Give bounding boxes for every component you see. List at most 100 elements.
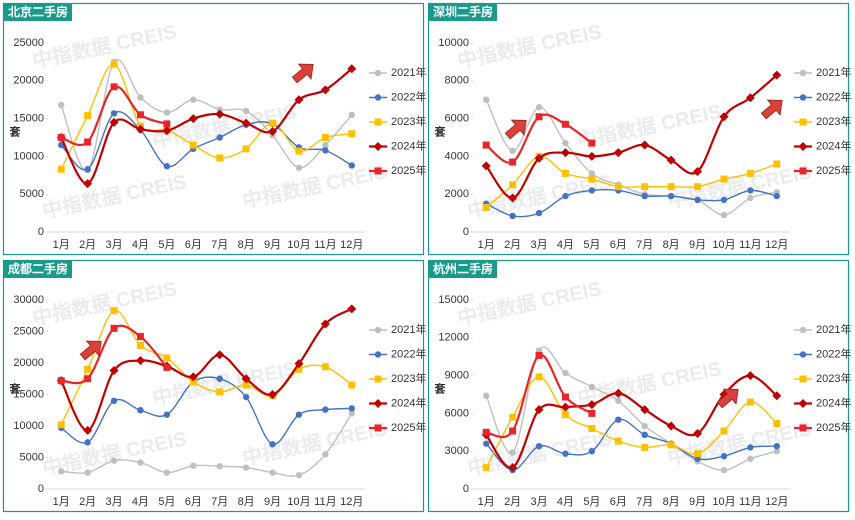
- point: [482, 203, 490, 211]
- point: [588, 139, 596, 147]
- y-axis-label: 套: [435, 381, 447, 395]
- point: [216, 375, 223, 382]
- x-tick-label: 5月: [583, 496, 600, 508]
- point: [482, 428, 490, 436]
- x-tick-label: 2月: [504, 239, 521, 251]
- point: [667, 192, 675, 200]
- point: [694, 450, 702, 458]
- point: [641, 431, 648, 439]
- point: [720, 453, 728, 460]
- point: [137, 459, 144, 466]
- x-tick-label: 9月: [689, 239, 706, 251]
- y-tick-label: 5000: [20, 188, 44, 200]
- point: [667, 441, 675, 449]
- point: [216, 463, 223, 470]
- point: [560, 402, 570, 412]
- point: [745, 93, 755, 103]
- title-box: [429, 261, 497, 278]
- legend-label: 2021年: [816, 65, 851, 79]
- point: [188, 114, 198, 124]
- y-tick-label: 0: [463, 226, 469, 238]
- point: [348, 130, 356, 138]
- point: [640, 140, 650, 150]
- point: [162, 126, 172, 136]
- point: [693, 429, 703, 439]
- panel-border: [2, 2, 425, 256]
- point: [110, 60, 118, 68]
- legend-label: 2024年: [816, 395, 851, 409]
- point: [295, 365, 303, 373]
- y-tick-label: 6000: [445, 113, 469, 125]
- point: [535, 373, 543, 381]
- arrow-icon: [79, 340, 102, 361]
- point: [719, 390, 729, 399]
- point: [215, 109, 225, 119]
- point: [483, 440, 490, 447]
- y-tick-label: 0: [38, 483, 44, 495]
- legend-marker: [374, 424, 382, 432]
- legend-label: 2022年: [391, 89, 426, 103]
- legend-marker: [799, 118, 807, 126]
- legend-marker: [799, 351, 807, 358]
- x-tick-label: 2月: [79, 496, 96, 508]
- legend-label: 2023年: [816, 371, 851, 385]
- legend-label: 2023年: [391, 114, 426, 128]
- y-tick-label: 10000: [13, 150, 44, 162]
- chart-title: 杭州二手房: [433, 261, 493, 276]
- point: [136, 341, 144, 349]
- point: [216, 388, 224, 396]
- point: [110, 307, 118, 315]
- legend-marker: [799, 94, 807, 101]
- point: [747, 455, 754, 462]
- point: [482, 464, 490, 472]
- point: [347, 64, 357, 74]
- chart-title: 成都二手房: [8, 261, 68, 276]
- point: [348, 410, 355, 417]
- point: [136, 333, 144, 341]
- point: [613, 148, 623, 158]
- point: [535, 351, 543, 359]
- point: [84, 365, 92, 373]
- y-tick-label: 25000: [13, 37, 44, 49]
- point: [747, 444, 754, 451]
- title-box: [429, 4, 497, 21]
- y-tick-label: 3000: [445, 445, 469, 457]
- y-tick-label: 9000: [445, 370, 469, 382]
- point: [348, 162, 355, 169]
- point: [720, 211, 728, 219]
- title-box: [4, 261, 72, 278]
- y-tick-label: 6000: [445, 407, 469, 419]
- x-tick-label: 5月: [158, 239, 175, 251]
- point: [561, 411, 569, 419]
- point: [320, 319, 330, 329]
- point: [137, 94, 144, 101]
- y-tick-label: 0: [38, 226, 44, 238]
- x-tick-label: 3月: [105, 239, 122, 251]
- x-tick-label: 1月: [478, 496, 495, 508]
- point: [482, 141, 490, 149]
- point: [481, 161, 491, 171]
- point: [135, 124, 145, 134]
- point: [110, 83, 118, 91]
- point: [561, 120, 569, 128]
- x-tick-label: 11月: [739, 496, 761, 508]
- x-tick-label: 4月: [132, 496, 149, 508]
- point: [483, 96, 490, 103]
- x-tick-label: 7月: [636, 239, 653, 251]
- point: [110, 397, 118, 404]
- point: [57, 165, 65, 173]
- point: [321, 134, 329, 141]
- x-tick-label: 1月: [53, 496, 70, 508]
- series-line: [485, 74, 778, 200]
- legend-label: 2022年: [816, 89, 851, 103]
- legend-marker: [373, 142, 383, 151]
- x-tick-label: 5月: [583, 239, 600, 251]
- point: [189, 378, 197, 386]
- y-tick-label: 0: [463, 483, 469, 495]
- point: [745, 371, 755, 381]
- point: [242, 145, 250, 153]
- legend-label: 2022年: [816, 346, 851, 360]
- x-tick-label: 11月: [739, 239, 761, 251]
